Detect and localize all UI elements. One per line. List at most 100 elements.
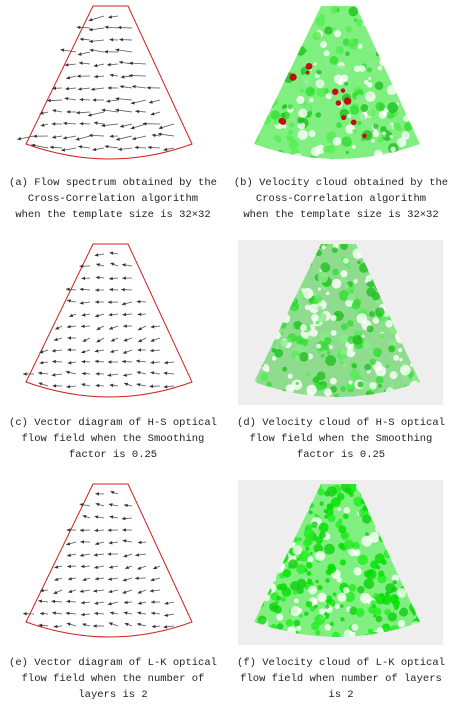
arrow-head xyxy=(136,370,141,375)
arrow-head xyxy=(51,348,56,353)
cloud-blob xyxy=(389,134,393,139)
cloud-blob xyxy=(276,584,283,591)
cloud-blob xyxy=(265,30,271,36)
cloud-blob xyxy=(370,560,379,569)
arrow-head xyxy=(123,373,127,377)
arrow-head xyxy=(119,85,124,89)
arrow-head xyxy=(150,600,155,604)
cloud-blob xyxy=(330,314,337,321)
cloud-blob xyxy=(293,619,301,627)
cloud-blob xyxy=(389,63,395,68)
cloud-blob xyxy=(323,50,330,57)
arrow-head xyxy=(62,136,67,140)
cloud-blob xyxy=(326,144,336,154)
cloud-blob xyxy=(329,377,337,385)
cloud-blob xyxy=(380,126,388,134)
cloud-blob xyxy=(403,9,409,15)
cloud-blob xyxy=(285,6,297,18)
cloud-blob xyxy=(348,583,357,592)
arrow-head xyxy=(66,599,71,604)
cloud-blob xyxy=(402,6,412,13)
cloud-blob xyxy=(392,73,398,78)
arrow-head xyxy=(137,590,142,594)
arrow-head xyxy=(65,86,70,91)
arrow-head xyxy=(117,25,122,30)
cloud-blob xyxy=(254,14,261,23)
cloud-blob xyxy=(425,89,429,93)
arrow-head xyxy=(94,359,99,364)
arrow-head xyxy=(65,611,70,616)
arrow-head xyxy=(89,39,93,43)
cloud-blob xyxy=(325,291,330,296)
cloud-blob xyxy=(417,128,420,137)
cloud-blob xyxy=(287,129,293,135)
cloud-blob xyxy=(265,367,270,373)
cloud-blob xyxy=(379,57,389,67)
cloud-blob xyxy=(289,122,295,128)
cloud-blob xyxy=(396,45,402,51)
arrow-head xyxy=(67,564,71,569)
arrow-head xyxy=(125,565,130,569)
cloud-blob xyxy=(309,303,320,314)
cloud-blob xyxy=(315,112,322,118)
arrow-head xyxy=(149,384,154,389)
cloud-blob xyxy=(326,350,331,355)
arrow-head xyxy=(53,590,58,594)
cloud-blob xyxy=(363,79,369,85)
cloud-blob xyxy=(315,629,321,636)
arrow-head xyxy=(80,324,85,329)
cloud-blob xyxy=(371,291,381,301)
cloud-blob xyxy=(344,81,349,86)
arrow-head xyxy=(149,348,154,353)
cloud-blob xyxy=(336,122,343,129)
cloud-blob xyxy=(417,13,420,18)
cloud-blob xyxy=(254,129,255,138)
arrow-head xyxy=(163,371,168,375)
cloud-blob xyxy=(409,112,414,118)
cloud-blob xyxy=(285,384,295,394)
cloud-blob xyxy=(369,17,376,24)
arrow-head xyxy=(81,313,86,317)
cloud-blob xyxy=(260,373,269,382)
cloud-blob xyxy=(282,71,287,77)
arrow-head xyxy=(51,373,56,377)
cloud-blob xyxy=(314,513,318,518)
cloud-blob xyxy=(340,617,345,622)
cloud-blob xyxy=(399,88,403,92)
cloud-blob xyxy=(341,136,352,147)
cloud-blob xyxy=(421,159,429,167)
caption-line: layers is 2 xyxy=(78,689,147,701)
arrow-head xyxy=(81,349,86,354)
cloud-blob xyxy=(366,325,374,333)
cloud-blob xyxy=(301,6,309,13)
arrow-head xyxy=(135,109,140,114)
cloud-blob xyxy=(367,108,376,117)
arrow-head xyxy=(94,528,99,533)
cloud-blob xyxy=(416,60,420,64)
cloud-blob xyxy=(293,320,303,330)
cloud-blob xyxy=(296,578,307,589)
cloud-blob xyxy=(347,491,352,496)
cloud-blob xyxy=(254,118,257,126)
cloud-blob xyxy=(399,357,403,362)
cloud-blob xyxy=(340,385,347,392)
cloud-blob xyxy=(262,6,273,15)
cloud-blob xyxy=(263,48,275,59)
cloud-blob xyxy=(254,20,260,31)
cloud-blob xyxy=(396,31,406,41)
cloud-blob xyxy=(245,6,254,15)
arrow-head xyxy=(66,324,71,329)
arrow-head xyxy=(38,371,42,375)
cloud-blob xyxy=(370,600,377,607)
caption-line: (d) Velocity cloud of H-S optical xyxy=(237,417,445,429)
cloud-blob xyxy=(342,363,348,369)
cloud-blob xyxy=(369,532,380,543)
arrow-head xyxy=(107,528,112,532)
arrow-head xyxy=(93,63,98,68)
arrow-head xyxy=(121,287,125,292)
arrow-head xyxy=(108,622,113,626)
cloud-blob xyxy=(280,19,285,25)
cloud-blob xyxy=(347,293,355,302)
cloud-blob xyxy=(338,289,350,301)
cloud-blob xyxy=(257,615,267,625)
